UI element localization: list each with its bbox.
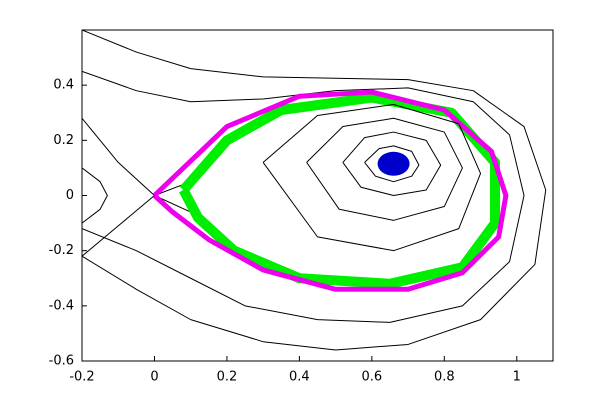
y-tick-label: -0.6 xyxy=(49,354,74,369)
y-tick-label: 0 xyxy=(66,188,74,203)
x-tick-label: 0.6 xyxy=(362,370,383,385)
marker xyxy=(377,151,410,176)
x-tick-label: 1 xyxy=(513,370,521,385)
y-tick-label: -0.4 xyxy=(49,298,74,313)
x-tick-label: 0.8 xyxy=(434,370,455,385)
x-tick-label: 0.2 xyxy=(217,370,238,385)
plot-frame xyxy=(81,29,554,362)
orbit xyxy=(82,30,547,351)
orbit xyxy=(82,181,191,257)
x-tick-label: -0.2 xyxy=(69,370,94,385)
y-tick-label: -0.2 xyxy=(49,243,74,258)
orbit xyxy=(342,131,442,196)
orbit xyxy=(82,167,108,224)
orbit xyxy=(82,70,525,323)
y-tick-label: 0.2 xyxy=(53,133,74,148)
x-tick-label: 0.4 xyxy=(289,370,310,385)
y-tick-label: 0.4 xyxy=(53,78,74,93)
orbit xyxy=(82,117,191,213)
orbit xyxy=(262,103,482,252)
x-tick-label: 0 xyxy=(150,370,158,385)
orbit xyxy=(364,145,420,183)
orbit xyxy=(152,89,509,292)
orbit xyxy=(306,117,463,221)
orbit xyxy=(179,92,501,289)
